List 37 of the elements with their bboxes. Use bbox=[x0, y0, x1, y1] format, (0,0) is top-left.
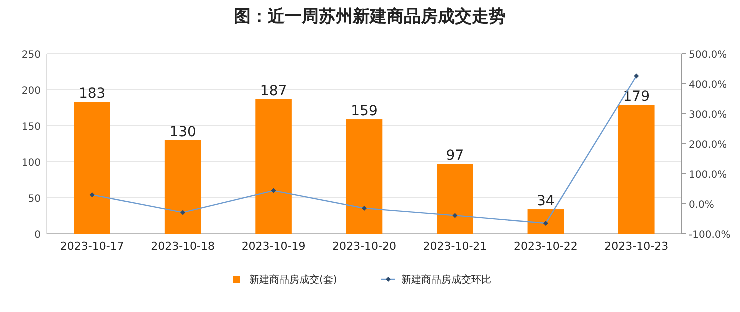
chart-title: 图：近一周苏州新建商品房成交走势 bbox=[234, 7, 506, 27]
data-label: 179 bbox=[623, 89, 650, 106]
data-label: 130 bbox=[170, 124, 196, 140]
y2-tick-label: -100.0% bbox=[689, 230, 731, 241]
y2-tick-label: 100.0% bbox=[689, 170, 728, 181]
y-tick-label: 150 bbox=[22, 122, 41, 133]
data-label: 34 bbox=[537, 194, 555, 210]
bar bbox=[437, 164, 474, 234]
x-tick-label: 2023-10-21 bbox=[423, 240, 488, 253]
y-tick-label: 200 bbox=[22, 86, 41, 97]
y-tick-label: 0 bbox=[34, 230, 41, 241]
y2-tick-label: 300.0% bbox=[689, 110, 728, 121]
x-tick-label: 2023-10-19 bbox=[242, 240, 306, 253]
x-tick-label: 2023-10-18 bbox=[151, 240, 216, 253]
y-tick-label: 250 bbox=[22, 50, 41, 61]
bar bbox=[256, 99, 292, 234]
data-label: 183 bbox=[78, 86, 106, 102]
y2-tick-label: 500.0% bbox=[689, 50, 728, 61]
x-tick-label: 2023-10-23 bbox=[604, 240, 669, 253]
legend-label: 新建商品房成交(套) bbox=[250, 274, 338, 286]
bar bbox=[618, 105, 655, 234]
y2-tick-label: 200.0% bbox=[689, 140, 728, 151]
data-label: 97 bbox=[446, 148, 464, 164]
data-label: 187 bbox=[260, 83, 288, 100]
x-tick-label: 2023-10-22 bbox=[514, 240, 578, 253]
y2-tick-label: 400.0% bbox=[689, 80, 728, 91]
x-tick-label: 2023-10-20 bbox=[332, 240, 396, 253]
x-tick-label: 2023-10-17 bbox=[60, 240, 124, 253]
y-tick-label: 50 bbox=[28, 194, 41, 205]
bar bbox=[74, 102, 110, 234]
data-label: 159 bbox=[351, 104, 378, 120]
legend-label: 新建商品房成交环比 bbox=[402, 274, 492, 286]
y-tick-label: 100 bbox=[22, 158, 41, 169]
bar bbox=[528, 210, 564, 234]
y2-tick-label: 0.0% bbox=[689, 200, 714, 211]
bar bbox=[346, 120, 383, 234]
bar bbox=[164, 140, 202, 234]
